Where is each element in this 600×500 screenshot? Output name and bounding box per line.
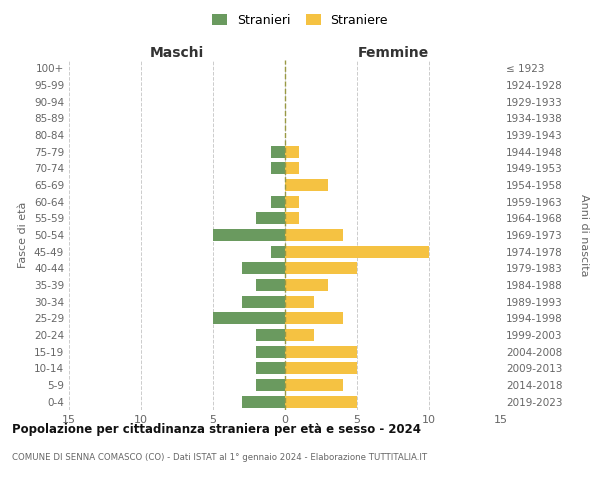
Bar xyxy=(242,296,285,308)
Bar xyxy=(271,246,285,258)
Bar xyxy=(256,346,285,358)
Bar xyxy=(285,262,357,274)
Text: COMUNE DI SENNA COMASCO (CO) - Dati ISTAT al 1° gennaio 2024 - Elaborazione TUTT: COMUNE DI SENNA COMASCO (CO) - Dati ISTA… xyxy=(12,452,427,462)
Bar xyxy=(256,362,285,374)
Bar xyxy=(285,362,357,374)
Text: Maschi: Maschi xyxy=(150,46,204,60)
Bar xyxy=(285,329,314,341)
Bar xyxy=(256,329,285,341)
Y-axis label: Fasce di età: Fasce di età xyxy=(19,202,28,268)
Bar xyxy=(256,212,285,224)
Bar xyxy=(285,146,299,158)
Bar xyxy=(285,346,357,358)
Bar xyxy=(213,229,285,241)
Bar xyxy=(285,296,314,308)
Bar xyxy=(285,179,328,191)
Bar xyxy=(285,229,343,241)
Text: Popolazione per cittadinanza straniera per età e sesso - 2024: Popolazione per cittadinanza straniera p… xyxy=(12,422,421,436)
Bar xyxy=(285,312,343,324)
Bar xyxy=(256,379,285,391)
Bar xyxy=(285,379,343,391)
Bar xyxy=(285,246,429,258)
Bar xyxy=(256,279,285,291)
Y-axis label: Anni di nascita: Anni di nascita xyxy=(579,194,589,276)
Bar xyxy=(271,196,285,207)
Text: Femmine: Femmine xyxy=(358,46,428,60)
Bar xyxy=(285,212,299,224)
Bar xyxy=(242,396,285,407)
Bar xyxy=(285,279,328,291)
Bar xyxy=(285,162,299,174)
Bar xyxy=(285,196,299,207)
Bar xyxy=(213,312,285,324)
Bar xyxy=(242,262,285,274)
Bar xyxy=(285,396,357,407)
Bar xyxy=(271,146,285,158)
Bar xyxy=(271,162,285,174)
Legend: Stranieri, Straniere: Stranieri, Straniere xyxy=(207,8,393,32)
